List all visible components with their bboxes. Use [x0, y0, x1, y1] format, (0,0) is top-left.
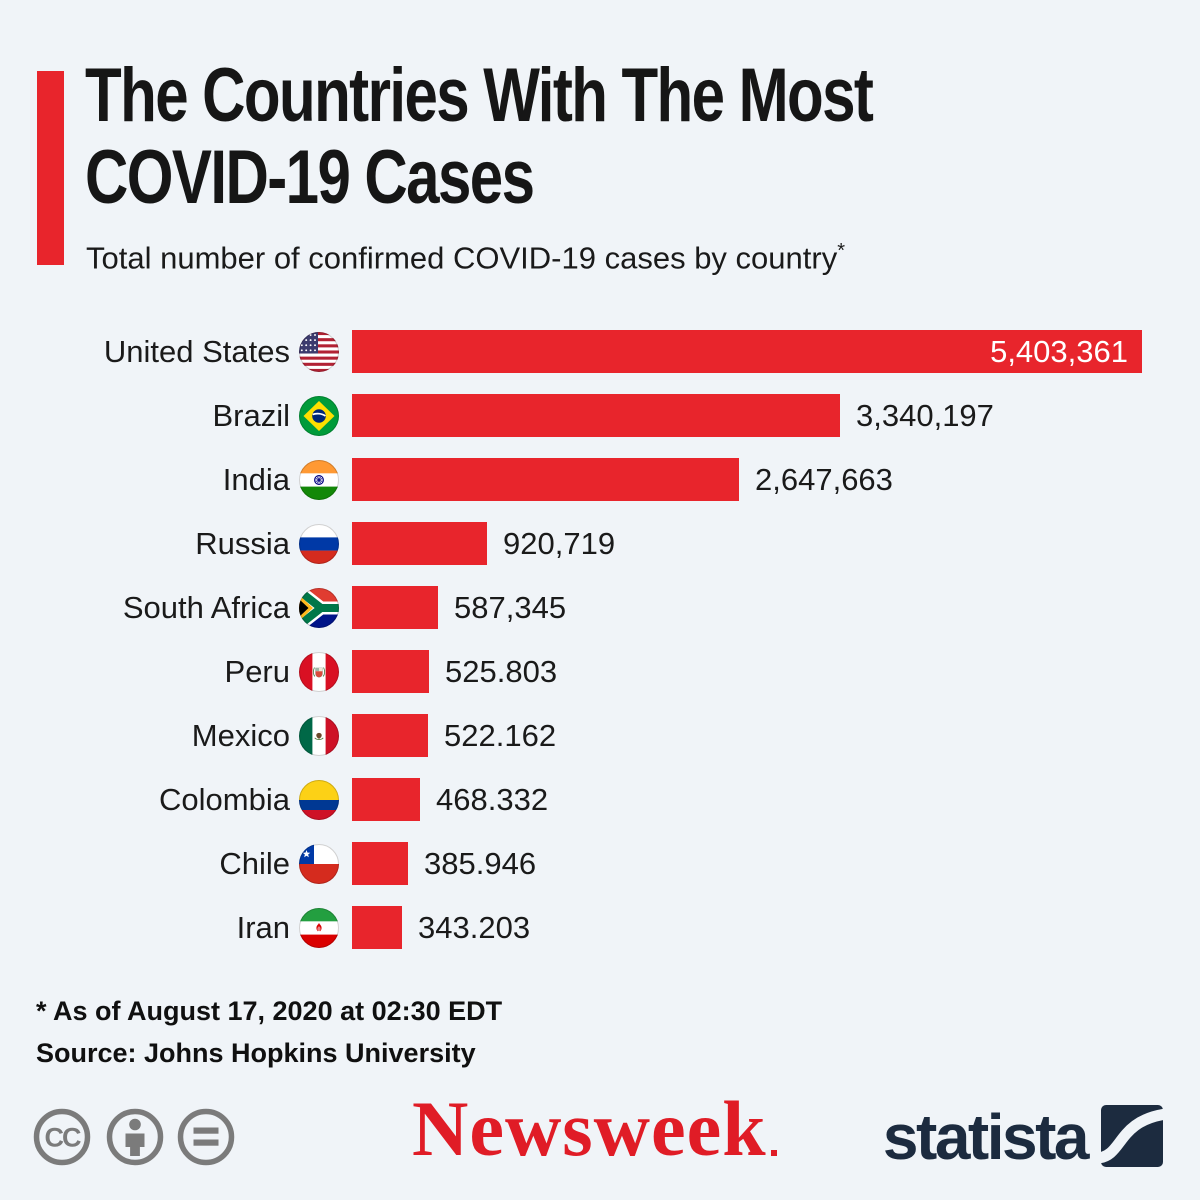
creative-commons-license: CC [33, 1108, 267, 1171]
flag-south-africa-icon [299, 587, 339, 628]
footnote-marker: * [837, 240, 846, 262]
country-label: Peru [224, 653, 290, 689]
chart-row: Mexico 522.162 [0, 714, 1200, 757]
page-title: The Countries With The Most COVID-19 Cas… [85, 53, 874, 220]
bar-track: 5,403,361 [352, 330, 1142, 373]
title-line-2: COVID-19 Cases [85, 135, 535, 220]
value-label: 587,345 [454, 590, 567, 625]
bar-track: 587,345 [352, 586, 1142, 629]
subtitle-text: Total number of confirmed COVID-19 cases… [86, 240, 838, 276]
country-label: South Africa [122, 589, 290, 625]
bar [352, 458, 739, 501]
value-label: 5,403,361 [990, 334, 1128, 369]
newsweek-logo-text: Newsweek [412, 1085, 767, 1172]
newsweek-logo: Newsweek [412, 1090, 777, 1168]
bar [352, 842, 408, 885]
value-label: 343.203 [418, 910, 531, 945]
chart-row: India 2,647,663 [0, 458, 1200, 501]
statista-logo-mark-icon [1101, 1105, 1163, 1167]
cc-label: CC [45, 1123, 81, 1153]
bar-chart: United States 5,403,361 Brazil 3,340,197 Ind… [0, 330, 1200, 970]
footnote: * As of August 17, 2020 at 02:30 EDT Sou… [36, 990, 502, 1074]
newsweek-trademark-dot [770, 1150, 777, 1156]
flag-russia-icon [299, 523, 339, 564]
chart-row: Colombia 468.332 [0, 778, 1200, 821]
bar-track: 3,340,197 [352, 394, 1142, 437]
footnote-source-line: Source: Johns Hopkins University [36, 1038, 476, 1068]
statista-logo: statista [882, 1101, 1163, 1173]
bar-track: 920,719 [352, 522, 1142, 565]
value-label: 522.162 [444, 718, 557, 753]
country-label: Iran [236, 909, 290, 945]
no-derivatives-icon [177, 1108, 235, 1166]
country-label: Mexico [191, 717, 290, 753]
chart-row: United States 5,403,361 [0, 330, 1200, 373]
country-label: Russia [195, 525, 290, 561]
bar: 5,403,361 [352, 330, 1142, 373]
flag-india-icon [299, 459, 339, 500]
value-label: 385.946 [424, 846, 537, 881]
bar [352, 522, 487, 565]
country-label: Chile [219, 845, 290, 881]
bar-track: 522.162 [352, 714, 1142, 757]
value-label: 525.803 [445, 654, 558, 689]
flag-colombia-icon [299, 779, 339, 820]
country-label: India [222, 461, 290, 497]
bar [352, 586, 438, 629]
flag-united-states-icon [299, 331, 339, 372]
value-label: 2,647,663 [755, 462, 893, 497]
chart-row: Iran 343.203 [0, 906, 1200, 949]
value-label: 3,340,197 [856, 398, 994, 433]
country-label: Brazil [212, 397, 290, 433]
bar [352, 394, 840, 437]
attribution-icon [106, 1108, 164, 1166]
footnote-asof-line: * As of August 17, 2020 at 02:30 EDT [36, 996, 503, 1026]
flag-iran-icon [299, 907, 339, 948]
chart-row: Brazil 3,340,197 [0, 394, 1200, 437]
bar [352, 714, 428, 757]
title-line-1: The Countries With The Most [85, 53, 874, 138]
country-label: Colombia [159, 781, 290, 817]
bar [352, 906, 402, 949]
country-label: United States [103, 333, 290, 369]
chart-row: Russia 920,719 [0, 522, 1200, 565]
value-label: 920,719 [503, 526, 616, 561]
bar-track: 385.946 [352, 842, 1142, 885]
bar-track: 2,647,663 [352, 458, 1142, 501]
bar-track: 343.203 [352, 906, 1142, 949]
value-label: 468.332 [436, 782, 549, 817]
bar-track: 468.332 [352, 778, 1142, 821]
bar-track: 525.803 [352, 650, 1142, 693]
flag-mexico-icon [299, 715, 339, 756]
chart-row: South Africa 587,345 [0, 586, 1200, 629]
flag-peru-icon [299, 651, 339, 692]
chart-row: Peru 525.803 [0, 650, 1200, 693]
flag-chile-icon [299, 843, 339, 884]
cc-icon: CC [33, 1108, 91, 1166]
flag-brazil-icon [299, 395, 339, 436]
chart-row: Chile 385.946 [0, 842, 1200, 885]
bar [352, 778, 420, 821]
page-subtitle: Total number of confirmed COVID-19 cases… [86, 240, 845, 276]
title-accent-bar [37, 71, 64, 265]
bar [352, 650, 429, 693]
statista-logo-text: statista [882, 1101, 1090, 1173]
